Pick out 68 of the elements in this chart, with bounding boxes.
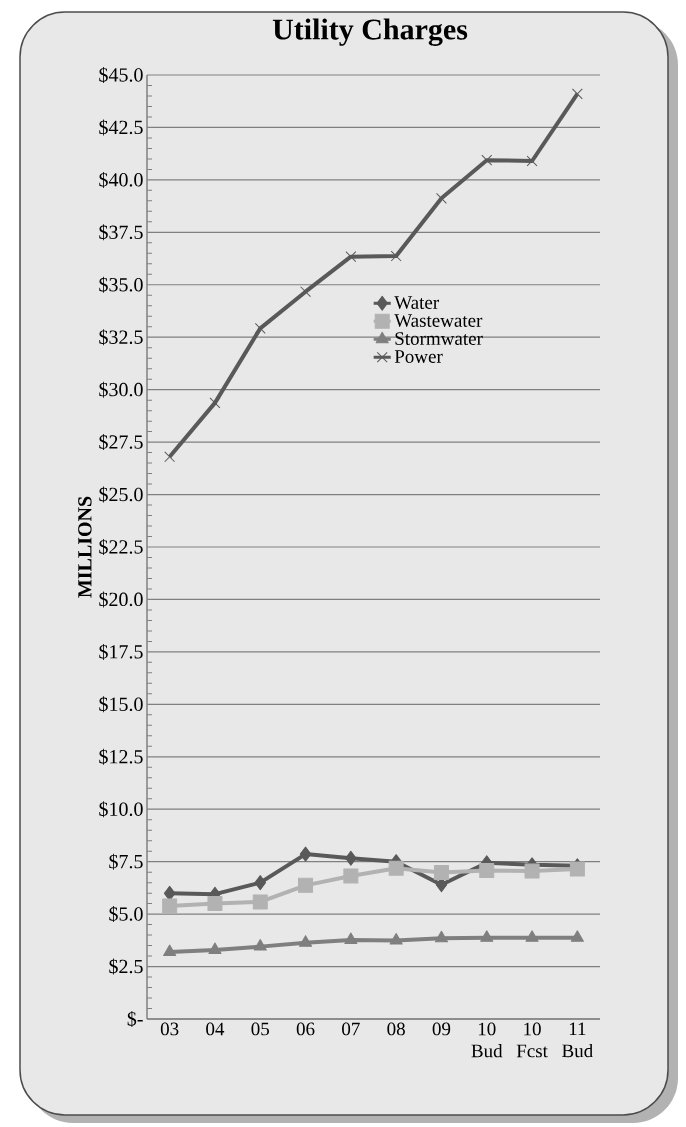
point: [299, 846, 312, 862]
y-axis-title: MILLIONS: [78, 496, 92, 598]
point: [390, 250, 402, 262]
x-tick-label: 10 Fcst: [516, 1022, 548, 1058]
point: [163, 885, 176, 901]
point: [525, 930, 539, 942]
point: [298, 935, 313, 947]
y-tick-label: $15.0: [99, 696, 143, 713]
point: [480, 930, 494, 942]
chart-title: Utility Charges: [272, 18, 468, 46]
y-tick-label: $5.0: [109, 906, 143, 923]
legend-label: Water: [394, 296, 439, 310]
point: [389, 933, 403, 945]
point: [254, 322, 266, 334]
x-tick-label: 09: [432, 1022, 451, 1036]
y-tick-label: $32.5: [99, 329, 143, 346]
point: [388, 860, 404, 876]
y-tick-label: $12.5: [99, 748, 143, 765]
x-tick-label: 03: [160, 1022, 179, 1036]
legend-label: Stormwater: [395, 332, 483, 345]
point: [162, 898, 178, 914]
point: [571, 88, 583, 100]
y-tick-label: $20.0: [99, 591, 143, 608]
point: [479, 862, 495, 878]
y-tick-label: $30.0: [99, 381, 143, 398]
x-tick-label: 06: [296, 1022, 315, 1036]
point: [345, 251, 357, 263]
y-tick-label: $2.5: [109, 958, 143, 975]
y-tick-label: $40.0: [99, 171, 143, 188]
x-tick-label: 11 Bud: [562, 1022, 593, 1058]
point: [253, 939, 267, 951]
y-tick-label: $-: [127, 1011, 143, 1027]
y-tick-label: $45.0: [99, 67, 143, 83]
point: [570, 930, 584, 942]
y-tick-label: $25.0: [99, 486, 143, 503]
point: [526, 155, 538, 167]
y-tick-label: $27.5: [99, 434, 143, 451]
legend-label: Wastewater: [394, 314, 483, 327]
point: [300, 286, 311, 298]
point: [433, 865, 449, 881]
point: [481, 154, 493, 166]
y-tick-label: $10.0: [99, 801, 143, 818]
y-tick-label: $7.5: [109, 853, 143, 870]
y-tick-label: $42.5: [99, 119, 143, 136]
point: [524, 863, 540, 879]
x-tick-label: 04: [206, 1022, 225, 1036]
point: [434, 930, 449, 943]
point: [436, 192, 447, 204]
point: [345, 850, 357, 866]
y-tick-label: $37.5: [99, 224, 143, 241]
x-tick-label: 08: [387, 1022, 405, 1036]
point: [344, 932, 358, 944]
y-tick-label: $35.0: [99, 276, 143, 293]
point: [164, 451, 176, 463]
point: [208, 942, 222, 954]
y-tick-label: $17.5: [99, 643, 143, 660]
point: [207, 895, 223, 911]
point: [343, 868, 359, 884]
y-tick-label: $22.5: [99, 539, 143, 555]
point: [252, 894, 268, 910]
x-tick-label: 07: [342, 1022, 360, 1036]
point: [254, 875, 266, 891]
legend-label: Power: [394, 350, 443, 363]
point: [209, 397, 221, 409]
x-tick-label: 05: [251, 1022, 269, 1036]
point: [298, 877, 314, 893]
point: [163, 944, 177, 957]
x-tick-label: 10 Bud: [471, 1022, 503, 1058]
